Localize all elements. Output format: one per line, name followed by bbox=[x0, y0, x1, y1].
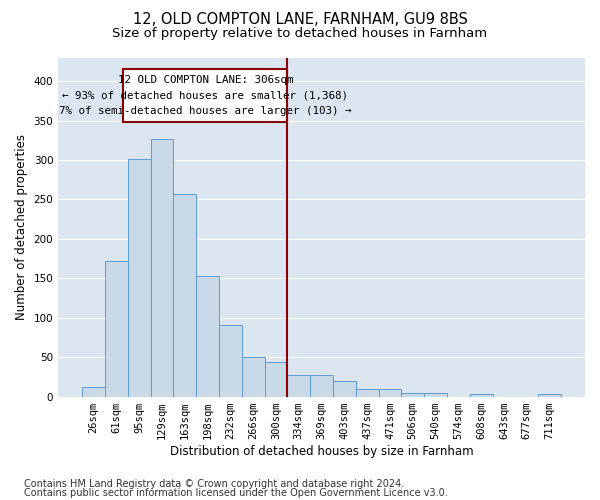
Text: 12, OLD COMPTON LANE, FARNHAM, GU9 8BS: 12, OLD COMPTON LANE, FARNHAM, GU9 8BS bbox=[133, 12, 467, 28]
Bar bbox=[424, 394, 447, 396]
Bar bbox=[105, 261, 128, 396]
Bar bbox=[265, 362, 287, 396]
Bar bbox=[470, 394, 493, 396]
Text: 12 OLD COMPTON LANE: 306sqm
← 93% of detached houses are smaller (1,368)
7% of s: 12 OLD COMPTON LANE: 306sqm ← 93% of det… bbox=[59, 75, 352, 116]
Y-axis label: Number of detached properties: Number of detached properties bbox=[15, 134, 28, 320]
Bar bbox=[356, 390, 379, 396]
Bar bbox=[538, 394, 561, 396]
FancyBboxPatch shape bbox=[123, 70, 287, 122]
Text: Contains public sector information licensed under the Open Government Licence v3: Contains public sector information licen… bbox=[24, 488, 448, 498]
Bar bbox=[173, 194, 196, 396]
Bar bbox=[401, 394, 424, 396]
Bar bbox=[196, 276, 219, 396]
Bar bbox=[310, 374, 333, 396]
Bar bbox=[151, 138, 173, 396]
X-axis label: Distribution of detached houses by size in Farnham: Distribution of detached houses by size … bbox=[170, 444, 473, 458]
Text: Contains HM Land Registry data © Crown copyright and database right 2024.: Contains HM Land Registry data © Crown c… bbox=[24, 479, 404, 489]
Bar bbox=[242, 357, 265, 397]
Bar bbox=[333, 381, 356, 396]
Bar bbox=[287, 374, 310, 396]
Bar bbox=[379, 390, 401, 396]
Bar bbox=[219, 325, 242, 396]
Bar bbox=[128, 159, 151, 396]
Text: Size of property relative to detached houses in Farnham: Size of property relative to detached ho… bbox=[112, 28, 488, 40]
Bar bbox=[82, 387, 105, 396]
